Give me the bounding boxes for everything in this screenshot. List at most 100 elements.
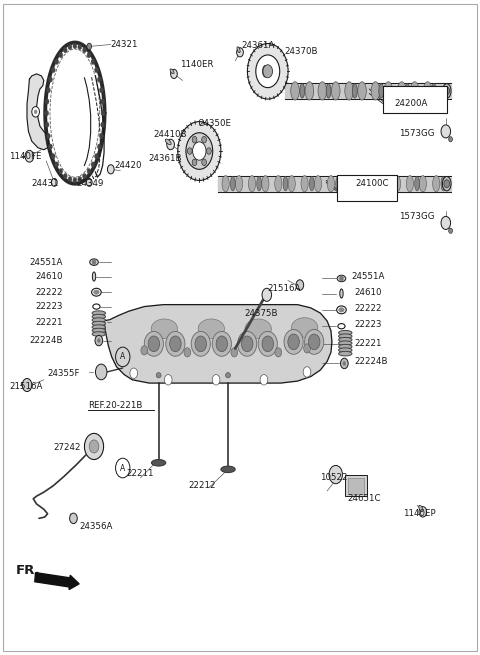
Text: 22224B: 22224B xyxy=(29,336,63,345)
Circle shape xyxy=(130,368,138,379)
Text: 24420: 24420 xyxy=(115,161,142,170)
Circle shape xyxy=(212,375,220,385)
Circle shape xyxy=(296,280,304,290)
Ellipse shape xyxy=(326,84,331,98)
Circle shape xyxy=(96,364,107,380)
Circle shape xyxy=(95,67,98,73)
Text: 22222: 22222 xyxy=(35,288,63,297)
Ellipse shape xyxy=(284,329,303,354)
Circle shape xyxy=(78,45,82,50)
Circle shape xyxy=(51,154,55,159)
Circle shape xyxy=(92,259,96,265)
Ellipse shape xyxy=(238,331,257,356)
Circle shape xyxy=(83,174,86,179)
Ellipse shape xyxy=(275,176,282,192)
Circle shape xyxy=(91,162,95,167)
Circle shape xyxy=(59,52,63,58)
Circle shape xyxy=(47,88,50,93)
Bar xyxy=(345,476,367,496)
Circle shape xyxy=(195,336,206,352)
Text: 10522: 10522 xyxy=(321,474,348,482)
Circle shape xyxy=(164,375,172,385)
Ellipse shape xyxy=(423,82,432,100)
Ellipse shape xyxy=(221,466,235,473)
Circle shape xyxy=(449,228,453,233)
Ellipse shape xyxy=(94,290,99,295)
Ellipse shape xyxy=(380,176,387,192)
Text: 27242: 27242 xyxy=(53,443,81,452)
Circle shape xyxy=(48,144,52,149)
Circle shape xyxy=(101,111,105,116)
Circle shape xyxy=(45,99,49,104)
Ellipse shape xyxy=(262,176,269,192)
Circle shape xyxy=(170,69,177,79)
Ellipse shape xyxy=(327,176,335,192)
Circle shape xyxy=(25,151,34,162)
Circle shape xyxy=(22,379,32,392)
Bar xyxy=(348,478,364,493)
Ellipse shape xyxy=(300,84,305,98)
Circle shape xyxy=(97,77,101,82)
Text: 24551A: 24551A xyxy=(29,257,63,267)
Text: 24355F: 24355F xyxy=(48,369,80,378)
Ellipse shape xyxy=(337,275,346,282)
Text: 24350E: 24350E xyxy=(198,119,231,128)
Circle shape xyxy=(263,65,273,78)
Circle shape xyxy=(63,174,67,179)
Ellipse shape xyxy=(166,331,185,356)
Text: 24410B: 24410B xyxy=(153,130,186,139)
Circle shape xyxy=(83,47,86,52)
Circle shape xyxy=(202,159,206,166)
Ellipse shape xyxy=(371,82,380,100)
Text: 24370B: 24370B xyxy=(284,47,318,56)
Circle shape xyxy=(343,362,346,365)
Circle shape xyxy=(419,506,427,517)
Ellipse shape xyxy=(305,329,324,354)
Circle shape xyxy=(192,159,197,166)
Ellipse shape xyxy=(152,460,166,466)
Circle shape xyxy=(275,348,282,357)
Text: 22223: 22223 xyxy=(354,320,382,329)
Ellipse shape xyxy=(338,351,352,356)
Ellipse shape xyxy=(410,82,419,100)
Text: A: A xyxy=(120,352,125,362)
Ellipse shape xyxy=(191,331,210,356)
Ellipse shape xyxy=(384,82,393,100)
Circle shape xyxy=(97,339,100,343)
Polygon shape xyxy=(104,305,332,383)
Circle shape xyxy=(329,466,342,483)
Circle shape xyxy=(95,154,98,159)
Text: 24321: 24321 xyxy=(111,40,138,49)
Text: 24356A: 24356A xyxy=(80,521,113,531)
Circle shape xyxy=(91,59,95,64)
Ellipse shape xyxy=(406,176,413,192)
Text: 22223: 22223 xyxy=(35,302,63,311)
Circle shape xyxy=(99,88,103,93)
Circle shape xyxy=(262,336,274,352)
Ellipse shape xyxy=(92,311,106,316)
Circle shape xyxy=(192,142,206,160)
Circle shape xyxy=(95,335,103,346)
Text: 24551A: 24551A xyxy=(351,272,384,281)
Ellipse shape xyxy=(341,176,348,192)
Ellipse shape xyxy=(394,176,401,192)
Ellipse shape xyxy=(443,176,451,191)
Ellipse shape xyxy=(340,289,343,298)
Ellipse shape xyxy=(198,319,225,339)
Ellipse shape xyxy=(245,319,271,339)
Ellipse shape xyxy=(443,84,451,98)
Ellipse shape xyxy=(156,373,161,378)
Text: 24361A: 24361A xyxy=(241,41,275,50)
Ellipse shape xyxy=(419,505,423,512)
Circle shape xyxy=(444,87,450,95)
Circle shape xyxy=(237,48,243,57)
Circle shape xyxy=(241,336,253,352)
Circle shape xyxy=(288,334,300,350)
Circle shape xyxy=(51,178,57,186)
Ellipse shape xyxy=(237,47,240,52)
Ellipse shape xyxy=(178,122,221,180)
Ellipse shape xyxy=(362,176,367,191)
Text: 24431: 24431 xyxy=(32,179,60,188)
Circle shape xyxy=(73,178,77,183)
Ellipse shape xyxy=(90,259,98,265)
